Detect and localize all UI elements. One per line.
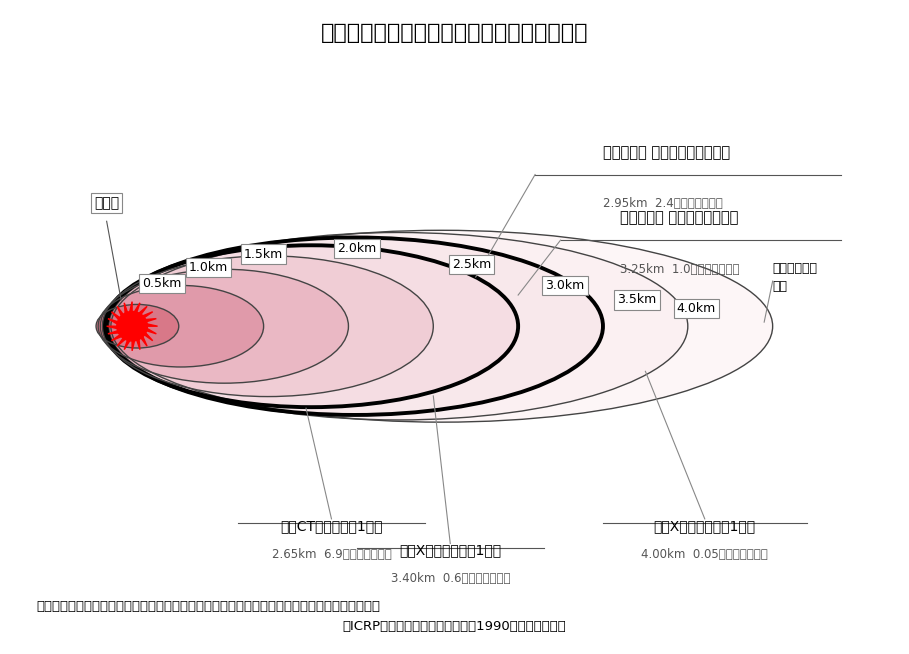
Polygon shape xyxy=(125,303,127,313)
Ellipse shape xyxy=(103,256,434,396)
Polygon shape xyxy=(117,306,123,316)
Polygon shape xyxy=(112,335,121,341)
Text: 0.5km: 0.5km xyxy=(142,277,182,290)
Text: 1.0km: 1.0km xyxy=(189,261,228,273)
Polygon shape xyxy=(141,337,147,346)
Polygon shape xyxy=(132,341,135,351)
Ellipse shape xyxy=(96,304,179,348)
Ellipse shape xyxy=(106,237,603,415)
Ellipse shape xyxy=(100,269,348,383)
Text: 2.5km: 2.5km xyxy=(452,258,491,271)
Polygon shape xyxy=(143,312,153,318)
Text: 爆心地からの
距離: 爆心地からの 距離 xyxy=(773,262,818,292)
Text: 胸のCTスキャン（1回）: 胸のCTスキャン（1回） xyxy=(280,519,383,533)
Circle shape xyxy=(117,311,147,341)
Polygon shape xyxy=(106,326,117,328)
Polygon shape xyxy=(145,318,156,322)
Text: 一般公衆の 線量限界（年間）: 一般公衆の 線量限界（年間） xyxy=(620,211,738,226)
Polygon shape xyxy=(117,338,125,346)
Polygon shape xyxy=(145,333,153,341)
Text: 爆心地: 爆心地 xyxy=(95,196,119,210)
Polygon shape xyxy=(125,340,130,350)
Text: 放射線の線量と影響について（広島の場合）: 放射線の線量と影響について（広島の場合） xyxy=(321,23,588,43)
Ellipse shape xyxy=(109,232,688,420)
Text: 3.25km  1.0ミリシーベルト: 3.25km 1.0ミリシーベルト xyxy=(620,263,739,276)
Polygon shape xyxy=(108,331,118,334)
Ellipse shape xyxy=(105,245,518,407)
Polygon shape xyxy=(108,318,117,324)
Polygon shape xyxy=(137,339,140,350)
Ellipse shape xyxy=(98,285,264,367)
Text: 2.95km  2.4ミリシーベルト: 2.95km 2.4ミリシーベルト xyxy=(603,198,723,211)
Polygon shape xyxy=(135,303,140,312)
Text: 3.5km: 3.5km xyxy=(617,294,656,307)
Text: 2.0km: 2.0km xyxy=(337,242,376,255)
Text: 3.40km  0.6ミリシーベルト: 3.40km 0.6ミリシーベルト xyxy=(391,572,510,585)
Polygon shape xyxy=(130,301,132,312)
Text: 4.00km  0.05ミリシーベルト: 4.00km 0.05ミリシーベルト xyxy=(642,547,768,560)
Polygon shape xyxy=(112,312,120,320)
Text: 一般公衆の線量限界（年間）：放射線従事者でない一般人が許容できるとされる被曝量（年間）: 一般公衆の線量限界（年間）：放射線従事者でない一般人が許容できるとされる被曝量（… xyxy=(36,600,380,613)
Text: 胸のX線集団検診（1回）: 胸のX線集団検診（1回） xyxy=(654,519,756,533)
Polygon shape xyxy=(139,306,147,315)
Text: 世界平均の 自然放射線（年間）: 世界平均の 自然放射線（年間） xyxy=(603,145,730,160)
Text: （ICRP（国際放射線防護委員会）1990年勧告による）: （ICRP（国際放射線防護委員会）1990年勧告による） xyxy=(343,620,566,633)
Text: 1.5km: 1.5km xyxy=(244,248,284,260)
Text: 4.0km: 4.0km xyxy=(676,301,716,315)
Polygon shape xyxy=(147,324,157,326)
Ellipse shape xyxy=(111,230,773,422)
Polygon shape xyxy=(146,328,156,334)
Text: 胃のX線集団検診（1回）: 胃のX線集団検診（1回） xyxy=(399,543,502,557)
Text: 3.0km: 3.0km xyxy=(545,279,584,292)
Text: 2.65km  6.9ミリシーベルト: 2.65km 6.9ミリシーベルト xyxy=(272,547,392,560)
